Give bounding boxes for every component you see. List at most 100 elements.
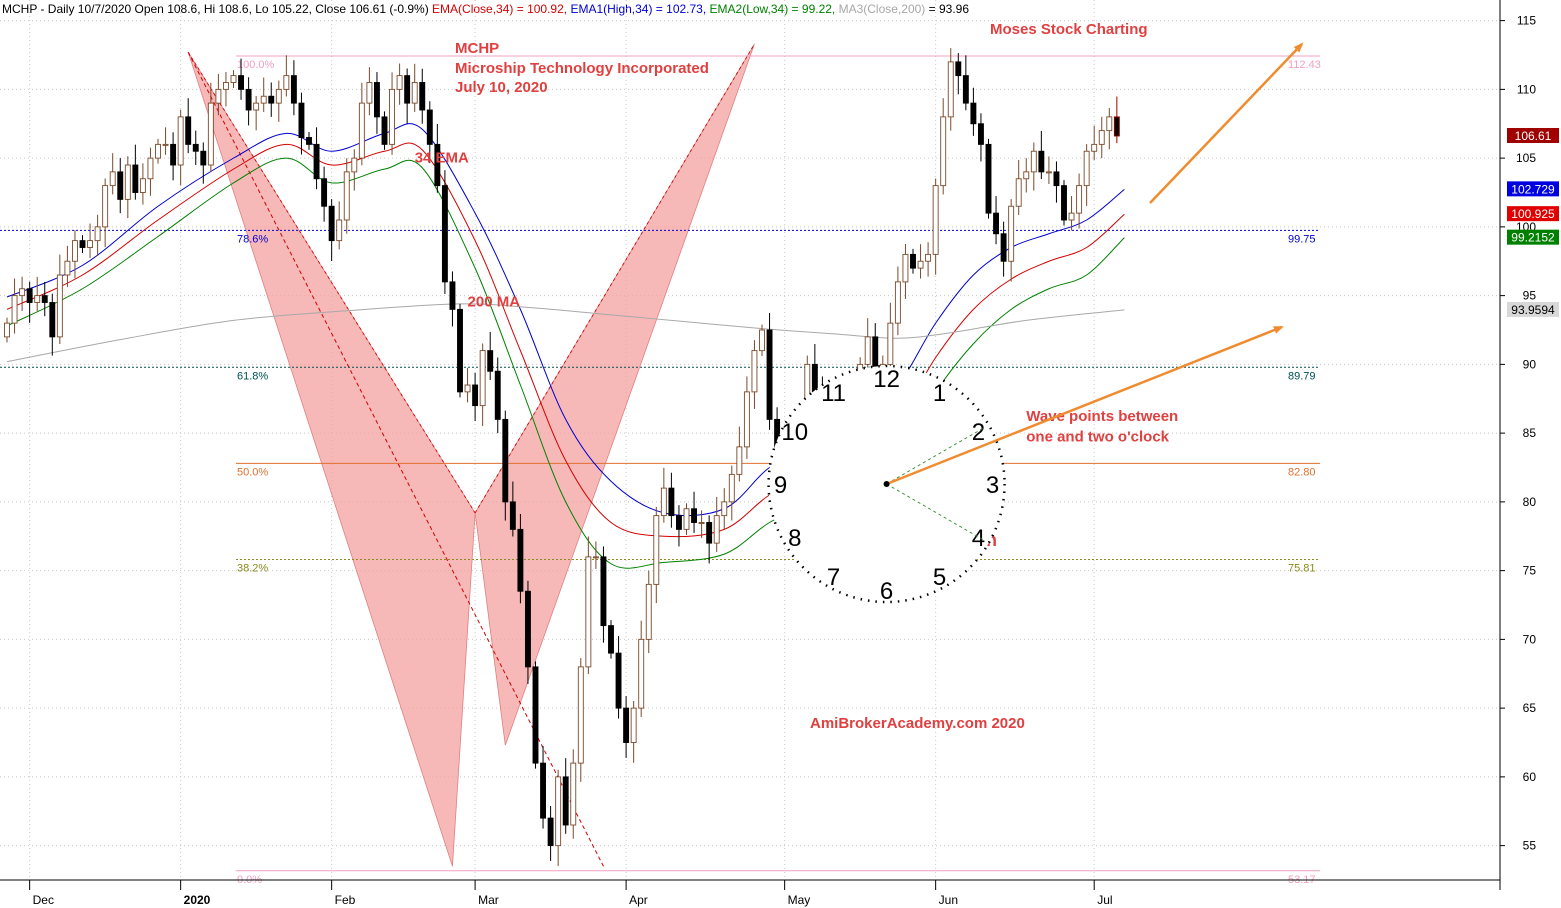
- candle-body: [645, 583, 652, 640]
- candle-body: [894, 281, 901, 324]
- x-tick-label: Dec: [33, 893, 54, 907]
- candle-body: [374, 82, 380, 118]
- candle-body: [389, 88, 395, 145]
- x-tick-label: Jul: [1097, 893, 1112, 907]
- y-tick-label: 80: [1523, 495, 1537, 509]
- candle-body: [577, 666, 584, 764]
- candle-body: [1083, 150, 1090, 187]
- candle-body: [426, 109, 433, 145]
- last-value-label: 99.2152: [1511, 231, 1555, 245]
- candle-body: [547, 817, 554, 847]
- candle-body: [343, 171, 350, 221]
- candle-body: [275, 88, 282, 104]
- candle-body: [87, 240, 94, 248]
- candle-body: [170, 143, 177, 166]
- candle-body: [615, 652, 622, 709]
- candle-body: [290, 75, 297, 104]
- clock-number: 3: [986, 472, 999, 499]
- fib-value-label: 112.43: [1288, 59, 1321, 71]
- candle-body: [1008, 205, 1015, 262]
- candle-body: [970, 102, 977, 125]
- clock-center-dot: [883, 481, 890, 487]
- candle-body: [902, 253, 909, 283]
- candle-body: [676, 515, 682, 530]
- chart-subtitle: Microship Technology Incorporated: [455, 60, 709, 77]
- candle-body: [728, 473, 735, 503]
- candle-body: [404, 75, 411, 104]
- candle-body: [200, 150, 207, 166]
- candle-body: [1030, 150, 1037, 173]
- fib-value-label: 75.81: [1288, 562, 1316, 574]
- y-tick-label: 105: [1516, 151, 1536, 165]
- candle-body: [910, 253, 916, 269]
- y-tick-label: 60: [1523, 770, 1537, 784]
- chart-title: MCHP: [455, 40, 499, 57]
- y-tick-label: 65: [1523, 701, 1537, 715]
- candle-body: [751, 350, 758, 393]
- clock-number: 8: [788, 525, 801, 552]
- series-line: [6, 142, 1125, 538]
- header-ema: EMA(Close,34) = 100.92,: [432, 2, 568, 16]
- candle-body: [4, 322, 10, 338]
- clock-number: 5: [933, 564, 946, 591]
- header-ema1: EMA1(High,34) = 102.73,: [567, 2, 707, 16]
- clock-number: 12: [873, 366, 900, 393]
- candle-body: [683, 508, 690, 530]
- candle-body: [185, 116, 192, 145]
- last-value-badge: [1507, 301, 1559, 317]
- y-tick-label: 55: [1523, 839, 1537, 853]
- pattern-dashed-bd: [474, 43, 755, 514]
- fib-value-label: 82.80: [1288, 466, 1316, 478]
- candle-body: [49, 302, 56, 338]
- candle-body: [117, 171, 124, 200]
- header-ema2: EMA2(Low,34) = 99.22,: [706, 2, 836, 16]
- candle-body: [638, 638, 645, 709]
- candle-body: [71, 240, 78, 262]
- candle-body: [1015, 178, 1022, 207]
- series-line: [6, 157, 1125, 569]
- clock-number: 9: [774, 472, 787, 499]
- last-value-badge: [1507, 181, 1559, 197]
- clock-number: 10: [781, 419, 808, 446]
- candle-body: [238, 75, 245, 90]
- candle-body: [155, 143, 161, 159]
- candle-body: [351, 157, 358, 173]
- candle-body: [313, 143, 320, 180]
- candle-body: [668, 487, 675, 517]
- series-line: [6, 123, 1125, 517]
- candle-body: [19, 288, 26, 297]
- fib-label: 50.0%: [237, 466, 268, 478]
- annotation-text: 200 MA: [468, 294, 521, 311]
- clock-number: 6: [880, 578, 893, 605]
- candle-body: [592, 556, 599, 559]
- candle-body: [306, 137, 312, 145]
- candle-body: [253, 102, 260, 111]
- y-tick-label: 75: [1523, 564, 1537, 578]
- candle-body: [419, 82, 426, 111]
- fib-label: 61.8%: [237, 370, 268, 382]
- candle-body: [978, 123, 984, 145]
- y-tick-label: 115: [1517, 14, 1536, 28]
- candle-body: [64, 260, 71, 276]
- candle-body: [766, 329, 773, 420]
- header-ma3-label: MA3(Close,200): [835, 2, 926, 16]
- candle-body: [215, 88, 222, 104]
- candle-body: [600, 556, 607, 627]
- chart-date-note: July 10, 2020: [455, 79, 548, 96]
- watermark-top: Moses Stock Charting: [990, 21, 1148, 38]
- x-tick-label: Apr: [629, 893, 648, 907]
- candle-body: [1000, 233, 1007, 262]
- candle-body: [230, 75, 237, 83]
- candle-body: [56, 274, 63, 338]
- clock-boundary-line: [886, 483, 985, 541]
- candle-body: [479, 350, 486, 407]
- x-tick-label: Jun: [939, 893, 958, 907]
- candle-body: [464, 384, 471, 393]
- pattern-dashed-xb: [187, 52, 476, 514]
- pattern-triangle-bcd: [474, 43, 755, 746]
- candle-body: [34, 295, 41, 303]
- candle-body: [811, 363, 818, 393]
- x-tick-label: 2020: [184, 893, 211, 907]
- fib-label: 100.0%: [237, 59, 275, 71]
